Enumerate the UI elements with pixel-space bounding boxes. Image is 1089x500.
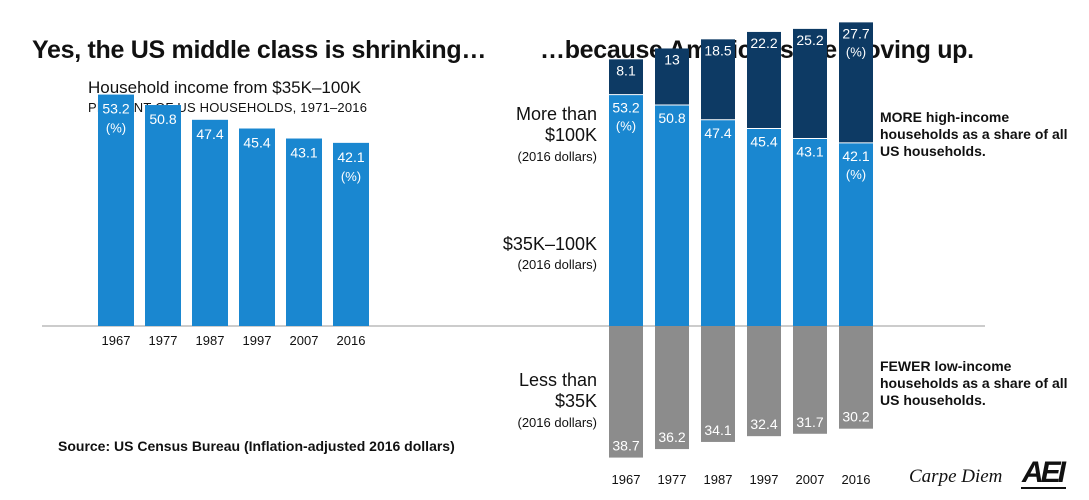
right-bar-middle-1997 <box>747 128 781 326</box>
left-bar-value-2016: 42.1 <box>337 149 364 165</box>
right-x-tick-1967: 1967 <box>612 472 641 487</box>
low-income-label-line2: $35K <box>554 391 597 411</box>
right-middle-pct-2016: (%) <box>846 167 866 182</box>
low-income-label-line1: Less than <box>518 370 597 390</box>
left-x-tick-1977: 1977 <box>149 333 178 348</box>
left-bar-1987 <box>192 119 228 326</box>
right-bar-high-1967 <box>609 59 643 95</box>
middle-income-sublabel: (2016 dollars) <box>517 257 598 272</box>
right-middle-value-2016: 42.1 <box>842 148 869 164</box>
high-income-label-line2: $100K <box>544 125 597 145</box>
left-bar-pct-1967: (%) <box>106 121 126 136</box>
right-bar-high-2007 <box>793 28 827 139</box>
carpe-diem-label: Carpe Diem <box>909 466 1003 487</box>
right-x-tick-1987: 1987 <box>704 472 733 487</box>
high-income-label: More than $100K <box>516 104 597 146</box>
left-bar-2007 <box>286 138 322 326</box>
aei-logo: AEI <box>1022 456 1066 489</box>
right-bar-high-1977 <box>655 48 689 106</box>
right-x-tick-1997: 1997 <box>750 472 779 487</box>
right-bar-middle-1977 <box>655 105 689 327</box>
left-bar-pct-2016: (%) <box>341 169 361 184</box>
right-bar-low-1997 <box>747 326 781 437</box>
right-high-value-2007: 25.2 <box>796 32 823 48</box>
left-bar-value-1977: 50.8 <box>149 111 176 127</box>
right-high-pct-2016: (%) <box>846 44 866 59</box>
left-x-tick-2007: 2007 <box>290 333 319 348</box>
right-bar-high-2016 <box>839 22 873 143</box>
right-bar-middle-2007 <box>793 138 827 326</box>
right-bar-high-1997 <box>747 31 781 129</box>
source-note: Source: US Census Bureau (Inflation-adju… <box>58 438 455 454</box>
high-income-note: MORE high-income households as a share o… <box>880 109 1068 159</box>
left-bar-value-2007: 43.1 <box>290 145 317 161</box>
right-x-tick-2016: 2016 <box>842 472 871 487</box>
left-bar-value-1987: 47.4 <box>196 126 223 142</box>
left-bar-value-1997: 45.4 <box>243 135 270 151</box>
left-bar-1967 <box>98 94 134 326</box>
right-bar-low-1987 <box>701 326 735 442</box>
right-middle-value-2007: 43.1 <box>796 144 823 160</box>
left-bar-2016 <box>333 142 369 326</box>
right-high-value-1967: 8.1 <box>616 62 636 78</box>
left-x-tick-1987: 1987 <box>196 333 225 348</box>
right-middle-value-1977: 50.8 <box>658 110 685 126</box>
low-income-note: FEWER low-income households as a share o… <box>880 358 1068 408</box>
right-low-value-1967: 38.7 <box>612 438 639 454</box>
right-low-value-2016: 30.2 <box>842 409 869 425</box>
left-bar-value-1967: 53.2 <box>102 101 129 117</box>
left-x-tick-1997: 1997 <box>243 333 272 348</box>
right-bar-middle-1967 <box>609 94 643 326</box>
right-middle-value-1987: 47.4 <box>704 125 731 141</box>
right-low-value-1997: 32.4 <box>750 416 777 432</box>
left-x-tick-2016: 2016 <box>337 333 366 348</box>
right-bar-middle-2016 <box>839 142 873 326</box>
low-income-sublabel: (2016 dollars) <box>517 415 598 430</box>
left-bar-1997 <box>239 128 275 326</box>
right-high-value-1977: 13 <box>664 51 680 67</box>
right-high-value-1987: 18.5 <box>704 42 731 58</box>
right-middle-pct-1967: (%) <box>616 119 636 134</box>
right-middle-value-1997: 45.4 <box>750 134 777 150</box>
low-income-label: Less than $35K <box>519 370 597 412</box>
middle-income-label: $35K–100K <box>502 234 597 254</box>
right-bar-low-2016 <box>839 326 873 429</box>
right-low-value-1987: 34.1 <box>704 422 731 438</box>
left-bar-1977 <box>145 105 181 327</box>
left-headline: Yes, the US middle class is shrinking… <box>32 36 487 64</box>
right-bar-low-2007 <box>793 326 827 434</box>
right-middle-value-1967: 53.2 <box>612 100 639 116</box>
right-x-tick-2007: 2007 <box>796 472 825 487</box>
left-x-tick-1967: 1967 <box>102 333 131 348</box>
right-low-value-2007: 31.7 <box>796 414 823 430</box>
left-chart-title: Household income from $35K–100K <box>88 78 362 97</box>
right-bar-middle-1987 <box>701 119 735 326</box>
right-high-value-1997: 22.2 <box>750 35 777 51</box>
right-x-tick-1977: 1977 <box>658 472 687 487</box>
high-income-label-line1: More than <box>515 104 597 124</box>
right-bar-low-1977 <box>655 326 689 450</box>
high-income-sublabel: (2016 dollars) <box>517 149 598 164</box>
right-bar-high-1987 <box>701 39 735 120</box>
right-high-value-2016: 27.7 <box>842 25 869 41</box>
right-bar-low-1967 <box>609 326 643 458</box>
right-low-value-1977: 36.2 <box>658 429 685 445</box>
